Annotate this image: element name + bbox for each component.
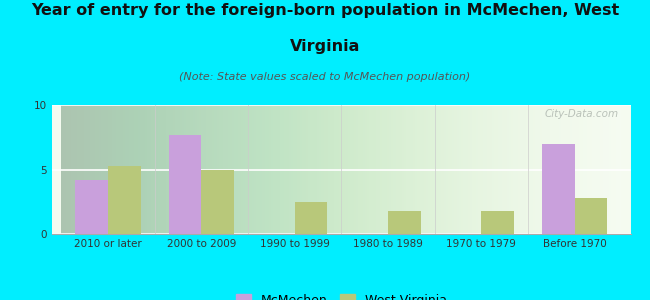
Bar (575, 198, 607, 234)
Bar (168, 135, 202, 234)
Legend: McMechen, West Virginia: McMechen, West Virginia (231, 289, 452, 300)
Text: (Note: State values scaled to McMechen population): (Note: State values scaled to McMechen p… (179, 72, 471, 82)
Text: Year of entry for the foreign-born population in McMechen, West: Year of entry for the foreign-born popul… (31, 3, 619, 18)
Bar (481, 211, 514, 234)
Bar (542, 144, 575, 234)
Text: City-Data.com: City-Data.com (545, 109, 619, 119)
Bar (388, 211, 421, 234)
Bar (202, 169, 234, 234)
Bar (108, 166, 140, 234)
Bar (75, 180, 108, 234)
Text: Virginia: Virginia (290, 39, 360, 54)
Bar (294, 202, 327, 234)
